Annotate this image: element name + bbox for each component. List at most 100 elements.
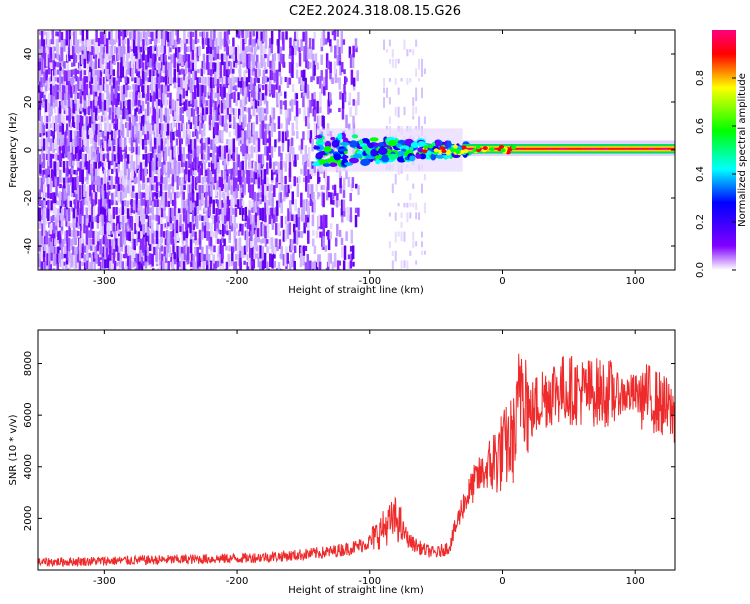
spectrogram-cell (151, 160, 154, 172)
spectrogram-cell (247, 170, 251, 178)
spectrogram-cell (169, 92, 172, 106)
spectrogram-cell (403, 39, 406, 50)
spectrogram-cell (191, 175, 195, 190)
spectrogram-cell (356, 70, 359, 82)
spectrogram-cell (66, 47, 70, 62)
spectrogram-cell (142, 85, 145, 98)
spectrogram-cell (83, 183, 86, 197)
spectrogram-cell (256, 215, 260, 229)
spectrogram-cell (290, 239, 294, 251)
spectrogram-cell (394, 174, 397, 185)
spectrogram-cell (176, 269, 179, 270)
spectrogram-cell (192, 69, 195, 81)
spectrogram-peak (592, 147, 596, 150)
spectrogram-cell (103, 169, 107, 184)
spectrogram-cell (160, 138, 164, 151)
spectrogram-cell (160, 30, 164, 39)
spectrogram-cell (47, 31, 50, 47)
spectrogram-cell (345, 170, 348, 179)
spectrogram-cell (163, 246, 167, 257)
spectrogram-cell (209, 231, 213, 247)
spectrogram-cell (167, 222, 170, 227)
spectrogram-cell (173, 192, 177, 206)
spectrogram-cell (219, 253, 222, 267)
spectrogram-cell (83, 268, 87, 270)
spectrogram-cell (97, 137, 101, 146)
spectrogram-peak (535, 147, 540, 150)
spectrogram-cell (225, 261, 229, 270)
spectrogram-peak (615, 147, 619, 150)
spectrogram-cell (182, 160, 186, 167)
spectrogram-cell (291, 269, 294, 270)
spectrogram-cell (236, 184, 240, 191)
spectrogram-cell (207, 76, 210, 86)
spectrogram-cell (335, 199, 339, 208)
spectrogram-cell (251, 200, 254, 208)
spectrogram-cell (329, 69, 332, 80)
spectrogram-cell (85, 231, 89, 245)
spectrogram-cell (81, 92, 85, 99)
spectrogram-cell (106, 222, 110, 237)
spectrogram-cell (249, 184, 252, 198)
spectrogram-cell (81, 261, 85, 266)
spectrogram-cell (259, 123, 262, 140)
spectrogram-cell (38, 185, 42, 201)
spectrogram-cell (181, 153, 184, 168)
spectrogram-cell (132, 199, 136, 211)
spectrogram-cell (52, 85, 56, 97)
spectrogram-cell (144, 160, 147, 177)
spectrogram-cell (322, 245, 326, 250)
spectrogram-cell (297, 207, 301, 218)
spectrogram-cell (137, 145, 141, 156)
spectrogram-cell (101, 31, 105, 43)
spectrogram-cell (173, 122, 177, 128)
spectrogram-cell (195, 215, 199, 229)
spectrogram-peak (515, 147, 520, 150)
spectrogram-cell (107, 169, 110, 183)
spectrogram-cell (55, 184, 58, 197)
spectrogram-cell (349, 207, 353, 223)
spectrogram-cell (171, 30, 174, 46)
spectrogram-cell (60, 114, 64, 122)
spectrogram-cell (194, 237, 198, 246)
spectrogram-cell (252, 101, 255, 117)
spectrogram-cell (276, 246, 279, 252)
spectrogram-cell (138, 115, 142, 126)
spectrogram-cell (179, 268, 182, 270)
spectrogram-cell (309, 100, 312, 114)
spectrogram-cell (218, 145, 222, 157)
spectrogram-cell (113, 92, 116, 105)
spectrogram-cell (237, 139, 241, 146)
spectrogram-cell (181, 177, 184, 192)
spectrogram-cell (142, 154, 145, 160)
spectrogram-cell (339, 62, 342, 76)
spectrogram-cell (357, 207, 360, 217)
spectrogram-blob (489, 147, 495, 152)
spectrogram-peak (655, 147, 659, 150)
spectrogram-cell (64, 92, 67, 106)
spectrogram-cell (100, 177, 103, 189)
spectrogram-cell (173, 200, 177, 216)
spectrogram-cell (124, 244, 128, 258)
spectrogram-cell (148, 215, 152, 227)
spectrogram-cell (218, 193, 222, 209)
spectrogram-cell (57, 183, 61, 189)
spectrogram-cell (68, 77, 71, 94)
spectrogram-cell (153, 62, 157, 70)
spectrogram-cell (305, 199, 308, 212)
spectrogram-cell (159, 229, 163, 246)
spectrogram-cell (233, 91, 236, 103)
spectrogram-cell (78, 246, 82, 261)
spectrogram-cell (277, 38, 280, 54)
spectrogram-cell (83, 53, 86, 69)
spectrogram-cell (228, 230, 232, 240)
spectrogram-cell (250, 153, 254, 159)
spectrogram-cell (51, 30, 55, 45)
spectrogram-cell (221, 237, 224, 243)
spectrogram-cell (198, 161, 201, 166)
spectrogram-cell (44, 99, 48, 113)
spectrogram-cell (173, 53, 176, 69)
spectrogram-cell (94, 70, 98, 76)
spectrogram-cell (147, 252, 150, 263)
spectrogram-cell (253, 169, 256, 185)
